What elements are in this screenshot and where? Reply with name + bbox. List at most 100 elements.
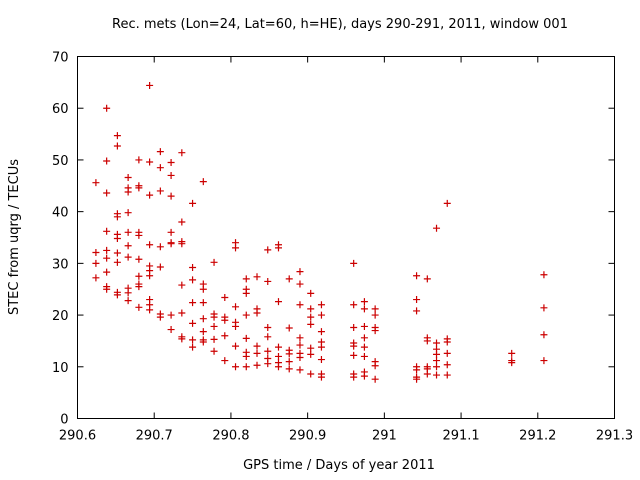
- data-point: [221, 293, 229, 301]
- data-point: [124, 209, 132, 217]
- data-point: [232, 322, 240, 330]
- data-point: [135, 255, 143, 263]
- data-point: [285, 350, 293, 358]
- data-point: [317, 328, 325, 336]
- data-point: [189, 299, 197, 307]
- data-point: [296, 341, 304, 349]
- data-point: [443, 199, 451, 207]
- y-axis-label: STEC from uqrg / TECUs: [7, 159, 22, 315]
- data-point: [371, 375, 379, 383]
- data-point: [146, 158, 154, 166]
- plot-frame: [77, 56, 615, 419]
- data-point: [307, 370, 315, 378]
- data-point: [540, 331, 548, 339]
- data-point: [146, 241, 154, 249]
- data-point: [92, 248, 100, 256]
- data-point: [307, 320, 315, 328]
- data-point: [285, 324, 293, 332]
- data-point: [232, 363, 240, 371]
- data-point: [433, 224, 441, 232]
- data-point: [146, 272, 154, 280]
- data-point: [124, 174, 132, 182]
- data-point: [135, 231, 143, 239]
- data-point: [113, 213, 121, 221]
- data-point: [189, 336, 197, 344]
- x-tick-label: 291.3: [596, 429, 633, 444]
- data-point: [307, 289, 315, 297]
- y-tick-label: 10: [52, 361, 69, 376]
- data-point: [124, 253, 132, 261]
- x-tick-label: 291.2: [519, 429, 556, 444]
- data-point: [433, 350, 441, 358]
- data-point: [371, 305, 379, 313]
- y-axis: 0 10 20 30 40 50 60 70: [52, 51, 615, 428]
- data-point: [443, 361, 451, 369]
- data-point: [433, 363, 441, 371]
- data-point: [189, 263, 197, 271]
- data-point: [178, 335, 186, 343]
- data-point: [296, 268, 304, 276]
- x-tick-label: 290.7: [136, 429, 173, 444]
- data-point: [350, 323, 358, 331]
- data-point: [360, 305, 368, 313]
- data-point: [317, 301, 325, 309]
- data-point: [433, 339, 441, 347]
- data-point: [210, 313, 218, 321]
- data-point: [443, 349, 451, 357]
- data-point: [199, 178, 207, 186]
- data-point: [156, 148, 164, 156]
- data-point: [210, 322, 218, 330]
- data-point: [285, 358, 293, 366]
- data-point: [360, 343, 368, 351]
- data-point: [296, 353, 304, 361]
- data-point: [264, 347, 272, 355]
- data-point: [540, 304, 548, 312]
- data-point: [274, 352, 282, 360]
- chart-title: Rec. mets (Lon=24, Lat=60, h=HE), days 2…: [112, 17, 568, 32]
- data-point: [113, 249, 121, 257]
- data-point: [210, 258, 218, 266]
- data-point: [124, 228, 132, 236]
- data-point: [103, 285, 111, 293]
- data-point: [135, 303, 143, 311]
- y-tick-label: 20: [52, 309, 69, 324]
- data-point: [178, 240, 186, 248]
- data-point: [433, 371, 441, 379]
- data-point: [296, 301, 304, 309]
- y-tick-label: 60: [52, 102, 69, 117]
- data-point: [274, 298, 282, 306]
- data-point: [242, 334, 250, 342]
- data-point: [296, 280, 304, 288]
- data-point: [156, 187, 164, 195]
- data-point: [413, 296, 421, 304]
- x-tick-label: 290.6: [59, 429, 96, 444]
- data-point: [156, 243, 164, 251]
- data-point: [221, 332, 229, 340]
- data-point: [199, 328, 207, 336]
- data-point: [307, 344, 315, 352]
- data-point: [371, 362, 379, 370]
- data-point: [178, 281, 186, 289]
- data-point: [124, 297, 132, 305]
- data-point: [242, 311, 250, 319]
- data-point: [264, 333, 272, 341]
- data-point: [264, 246, 272, 254]
- data-point: [274, 343, 282, 351]
- data-point: [360, 298, 368, 306]
- data-point: [156, 313, 164, 321]
- data-point: [135, 184, 143, 192]
- data-point: [178, 309, 186, 317]
- data-point: [285, 275, 293, 283]
- data-point: [242, 275, 250, 283]
- data-point: [103, 189, 111, 197]
- data-point: [199, 299, 207, 307]
- data-point: [264, 360, 272, 368]
- data-point: [253, 349, 261, 357]
- data-point: [317, 343, 325, 351]
- data-point: [113, 235, 121, 243]
- data-point: [232, 303, 240, 311]
- data-point: [221, 316, 229, 324]
- data-point: [92, 274, 100, 282]
- data-point: [443, 338, 451, 346]
- data-point: [371, 327, 379, 335]
